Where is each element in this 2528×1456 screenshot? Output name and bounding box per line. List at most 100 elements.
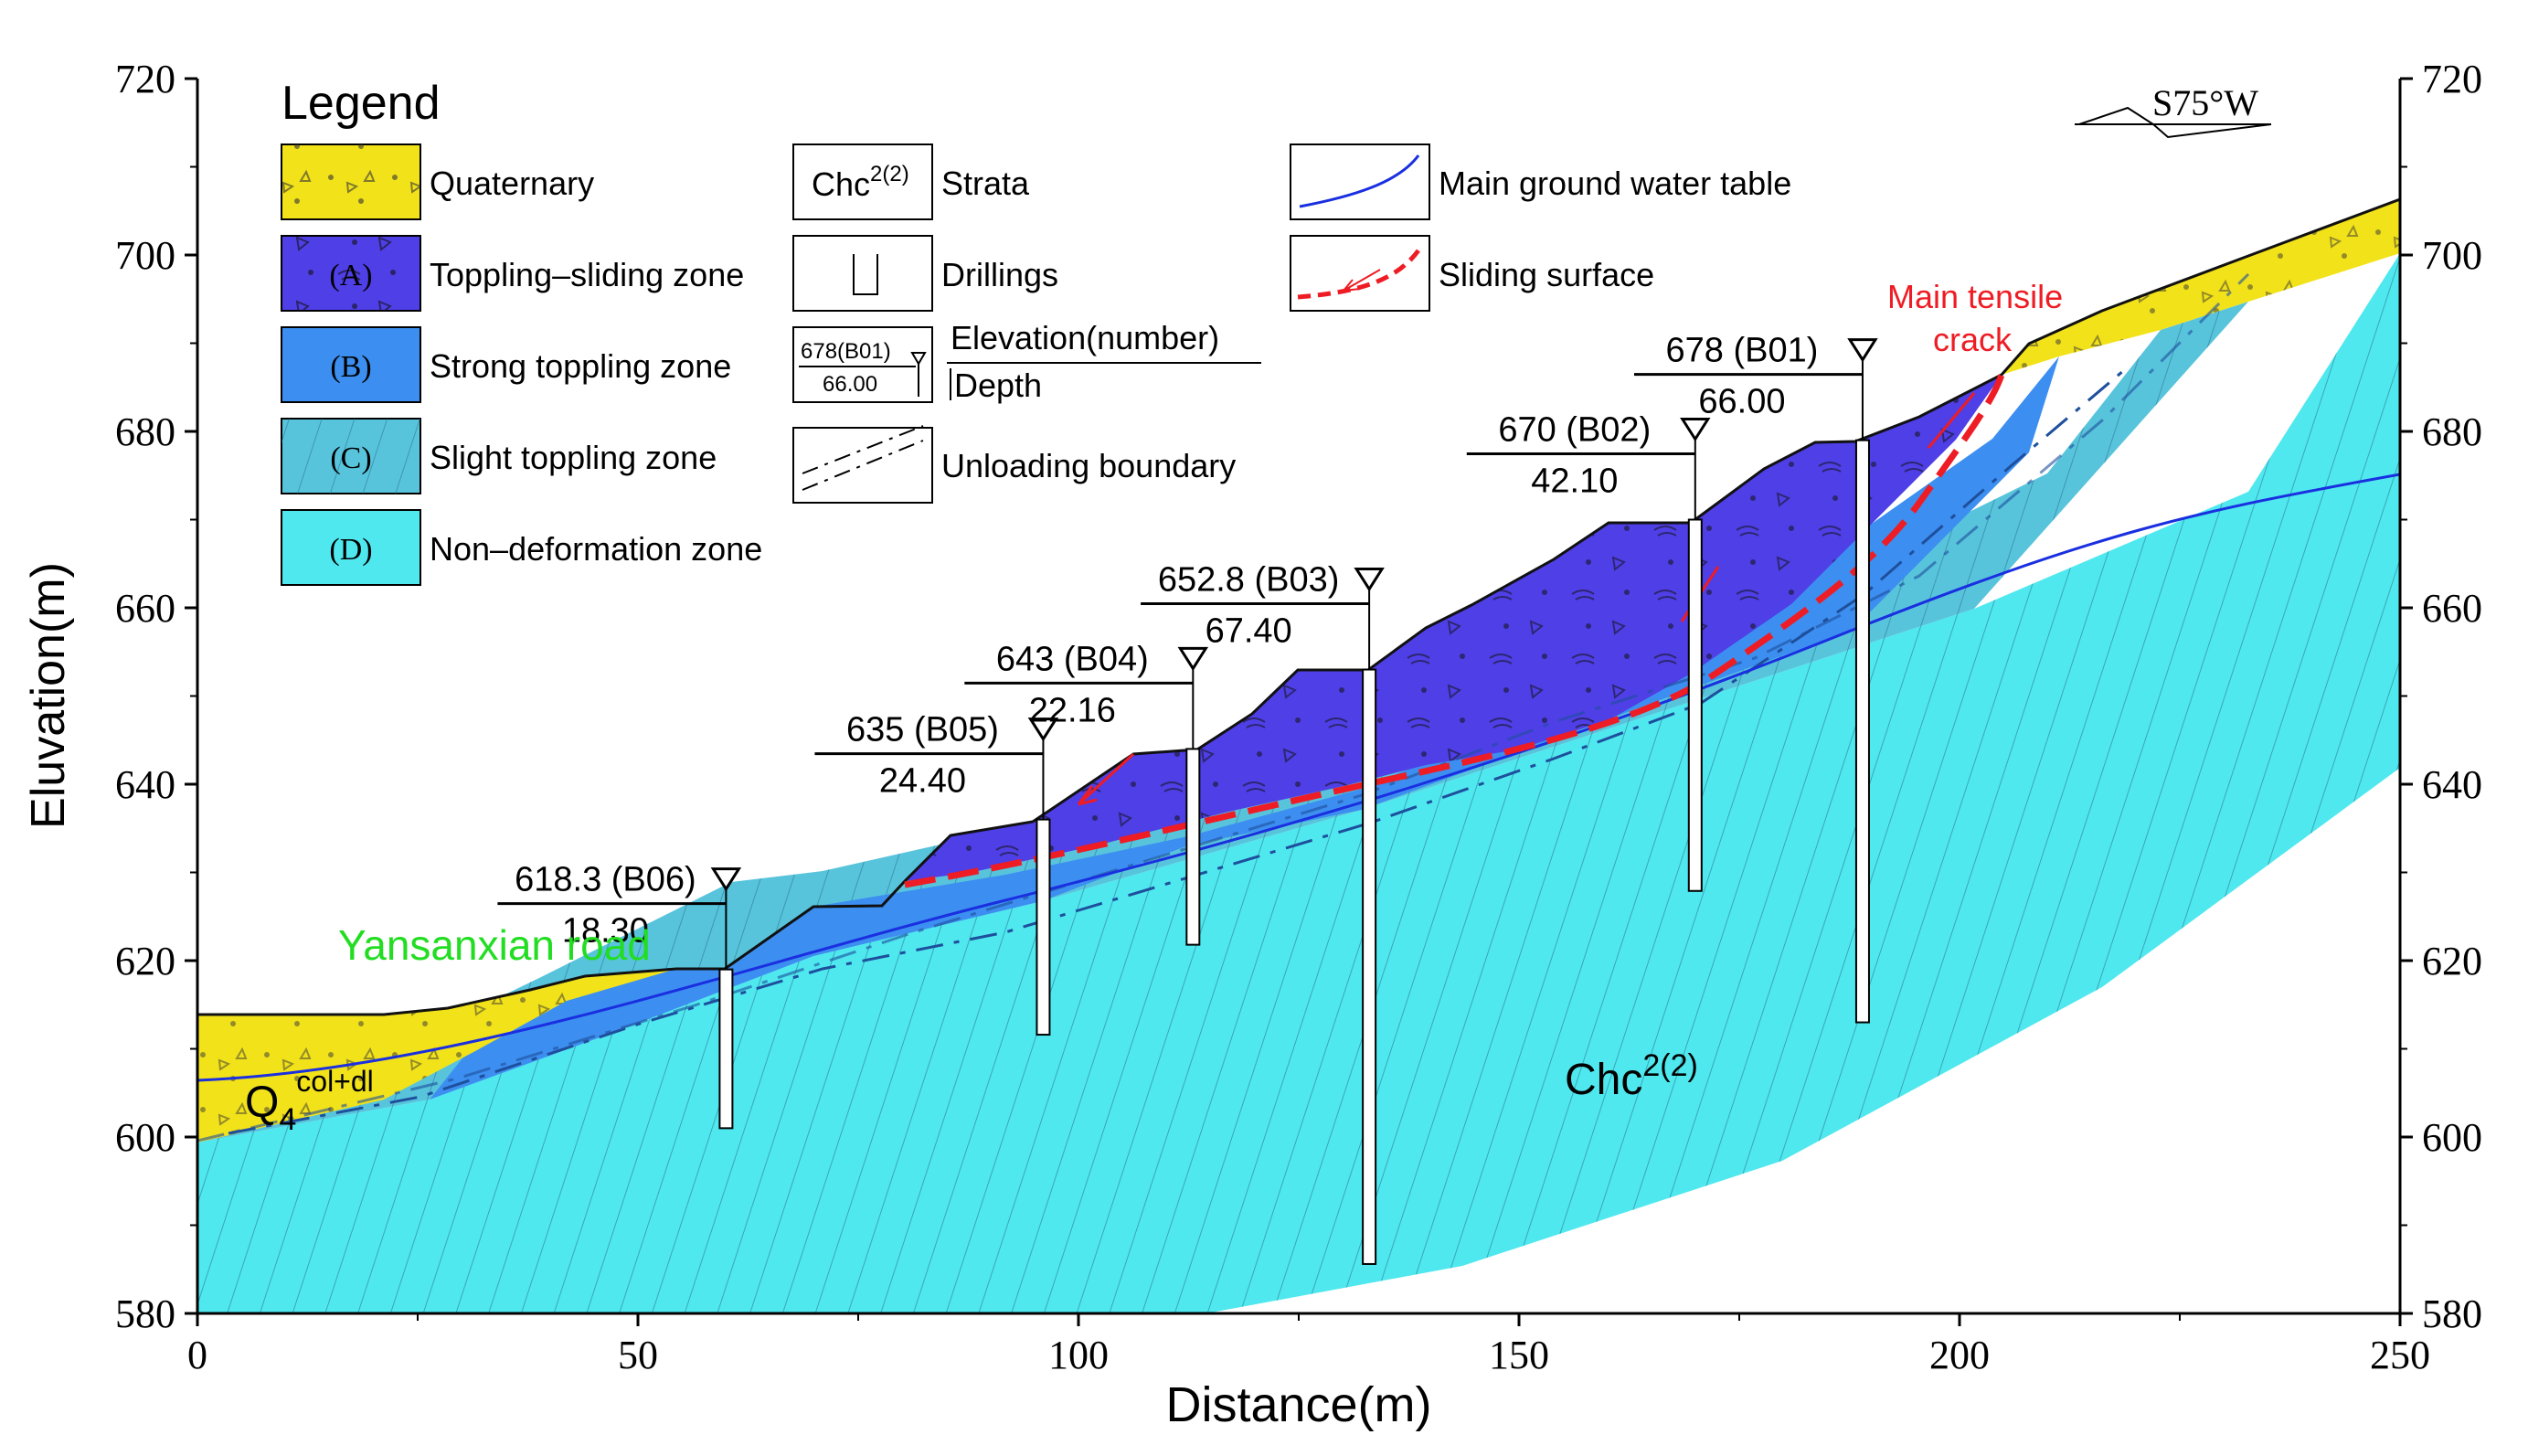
borehole-column (1362, 668, 1377, 1265)
x-tick-label: 100 (1048, 1333, 1109, 1377)
borehole-marker-icon (710, 867, 742, 892)
y-tick-label-right: 720 (2422, 57, 2482, 101)
legend-item-elevation: 678(B01) 66.00 Elevation(number) Depth (792, 319, 1261, 404)
legend-label-zone-d: Non–deformation zone (430, 530, 762, 568)
y-tick-label-right: 620 (2422, 939, 2482, 983)
unloading-icon (802, 425, 924, 491)
borehole-name: 678 (B01) (1666, 332, 1819, 370)
legend-label-zone-c: Slight toppling zone (430, 439, 717, 476)
y-tick-label-left: 620 (115, 939, 175, 983)
geology-layers (197, 197, 2400, 1313)
zone-d-symbol: (D) (329, 533, 372, 567)
road-label: Yansanxian road (338, 921, 651, 969)
strata-base: Chc (812, 165, 870, 203)
legend-label-strata: Strata (941, 165, 1030, 202)
x-tick-label: 0 (187, 1333, 207, 1377)
borehole-marker-icon (1027, 717, 1059, 742)
orientation-indicator: S75°W (2075, 82, 2272, 139)
boreholes: 618.3 (B06) 18.30 635 (B05) 24.40 643 (B04) 2… (497, 332, 1878, 1265)
borehole-depth: 22.16 (1029, 691, 1116, 729)
legend-label-unloading: Unloading boundary (941, 447, 1236, 484)
borehole-depth: 24.40 (879, 762, 966, 801)
y-tick-label-left: 600 (115, 1115, 175, 1160)
zone-b-symbol: (B) (330, 350, 371, 384)
legend-label-zone-a: Toppling–sliding zone (430, 256, 744, 293)
x-ticks: 0 50 100 150 200 250 (187, 1313, 2430, 1377)
borehole-column (1036, 818, 1051, 1036)
legend-item-zone-b: (B) Strong toppling zone (281, 326, 731, 403)
legend-label-zone-b: Strong toppling zone (430, 347, 731, 385)
y-ticks: 580 580 600 600 620 620 640 640 660 660 680 680 700 7… (115, 57, 2482, 1336)
x-tick-label: 250 (2370, 1333, 2430, 1377)
strata-sup: 2(2) (870, 162, 909, 186)
x-tick-label: 150 (1489, 1333, 1549, 1377)
legend-item-sliding: Sliding surface (1290, 235, 1654, 312)
chc-label: Chc2(2) (1565, 1048, 1698, 1104)
ground-water-table (197, 473, 2400, 1082)
borehole-name: 618.3 (B06) (515, 861, 696, 899)
zone-d-swatch (281, 509, 421, 586)
legend-item-zone-c: (C) Slight toppling zone (281, 418, 717, 494)
legend-label-depth: Depth (954, 367, 1042, 404)
zone-b-swatch (281, 326, 421, 403)
zone-a-symbol: (A) (329, 259, 372, 292)
legend-label-elevation: Elevation(number) (951, 319, 1219, 356)
ground-surface (197, 197, 2400, 1016)
borehole-marker-icon (1354, 568, 1385, 592)
crack-label-line1: Main tensile (1887, 278, 2063, 315)
borehole-depth: 42.10 (1531, 462, 1618, 501)
borehole-name: 643 (B04) (996, 640, 1149, 678)
legend-item-zone-a: (A) Toppling–sliding zone (281, 235, 744, 312)
q4-base: Q (245, 1079, 279, 1127)
orientation-label: S75°W (2152, 82, 2258, 123)
legend-item-gwt: Main ground water table (1290, 143, 1791, 220)
y-tick-label-right: 640 (2422, 762, 2482, 807)
q4-sup: col+dl (296, 1065, 374, 1098)
y-tick-label-left: 700 (115, 233, 175, 278)
borehole-name: 670 (B02) (1498, 411, 1651, 450)
zone-c-symbol: (C) (330, 441, 371, 475)
y-tick-label-right: 580 (2422, 1291, 2482, 1336)
legend-item-zone-d: (D) Non–deformation zone (281, 509, 762, 586)
borehole-name: 635 (B05) (846, 711, 999, 749)
elev-marker-icon (910, 352, 927, 397)
y-tick-label-left: 660 (115, 586, 175, 631)
y-tick-label-right: 700 (2422, 233, 2482, 278)
borehole-depth: 18.30 (562, 912, 649, 951)
legend-title: Legend (281, 77, 441, 130)
borehole-column (1687, 518, 1703, 892)
zone-c-hatch (197, 302, 2248, 1142)
chc-base: Chc (1565, 1056, 1642, 1104)
y-tick-label-right: 660 (2422, 586, 2482, 631)
unloading-boundary-d (197, 272, 2250, 1142)
y-axis-label: Eluvation(m) (22, 562, 75, 829)
borehole-column (1185, 748, 1201, 946)
gwt-icon (1299, 154, 1420, 208)
legend-item-strata: Chc2(2) Strata (792, 143, 1030, 220)
drilling-icon (853, 254, 878, 295)
borehole-depth: 67.40 (1206, 612, 1292, 651)
q4-label: Q4col+dl (245, 1065, 374, 1137)
borehole-column (1854, 439, 1870, 1024)
x-tick-label: 200 (1929, 1333, 1990, 1377)
sliding-arrow-a (1077, 752, 1135, 806)
crack-label-line2: crack (1933, 321, 2013, 358)
elev-symbol-top: 678(B01) (801, 339, 891, 364)
borehole-depth: 66.00 (1698, 383, 1785, 421)
zone-b-strong-toppling-area (430, 356, 2059, 1100)
legend-item-unloading: Unloading boundary (792, 425, 1236, 504)
quaternary-right-texture (2002, 199, 2400, 375)
x-axis-label: Distance(m) (1165, 1377, 1431, 1432)
x-tick-label: 50 (618, 1333, 658, 1377)
q4-sub: 4 (279, 1102, 296, 1137)
chc-sup: 2(2) (1642, 1048, 1697, 1083)
y-tick-label-right: 600 (2422, 1115, 2482, 1160)
strata-symbol: Chc2(2) (812, 162, 909, 203)
y-tick-label-left: 640 (115, 762, 175, 807)
borehole-marker-icon (1847, 338, 1878, 363)
legend-item-quaternary: Quaternary (281, 143, 594, 220)
elev-symbol-bottom: 66.00 (823, 372, 877, 397)
zone-a-texture (905, 375, 2002, 881)
legend-item-drillings: Drillings (792, 235, 1058, 312)
